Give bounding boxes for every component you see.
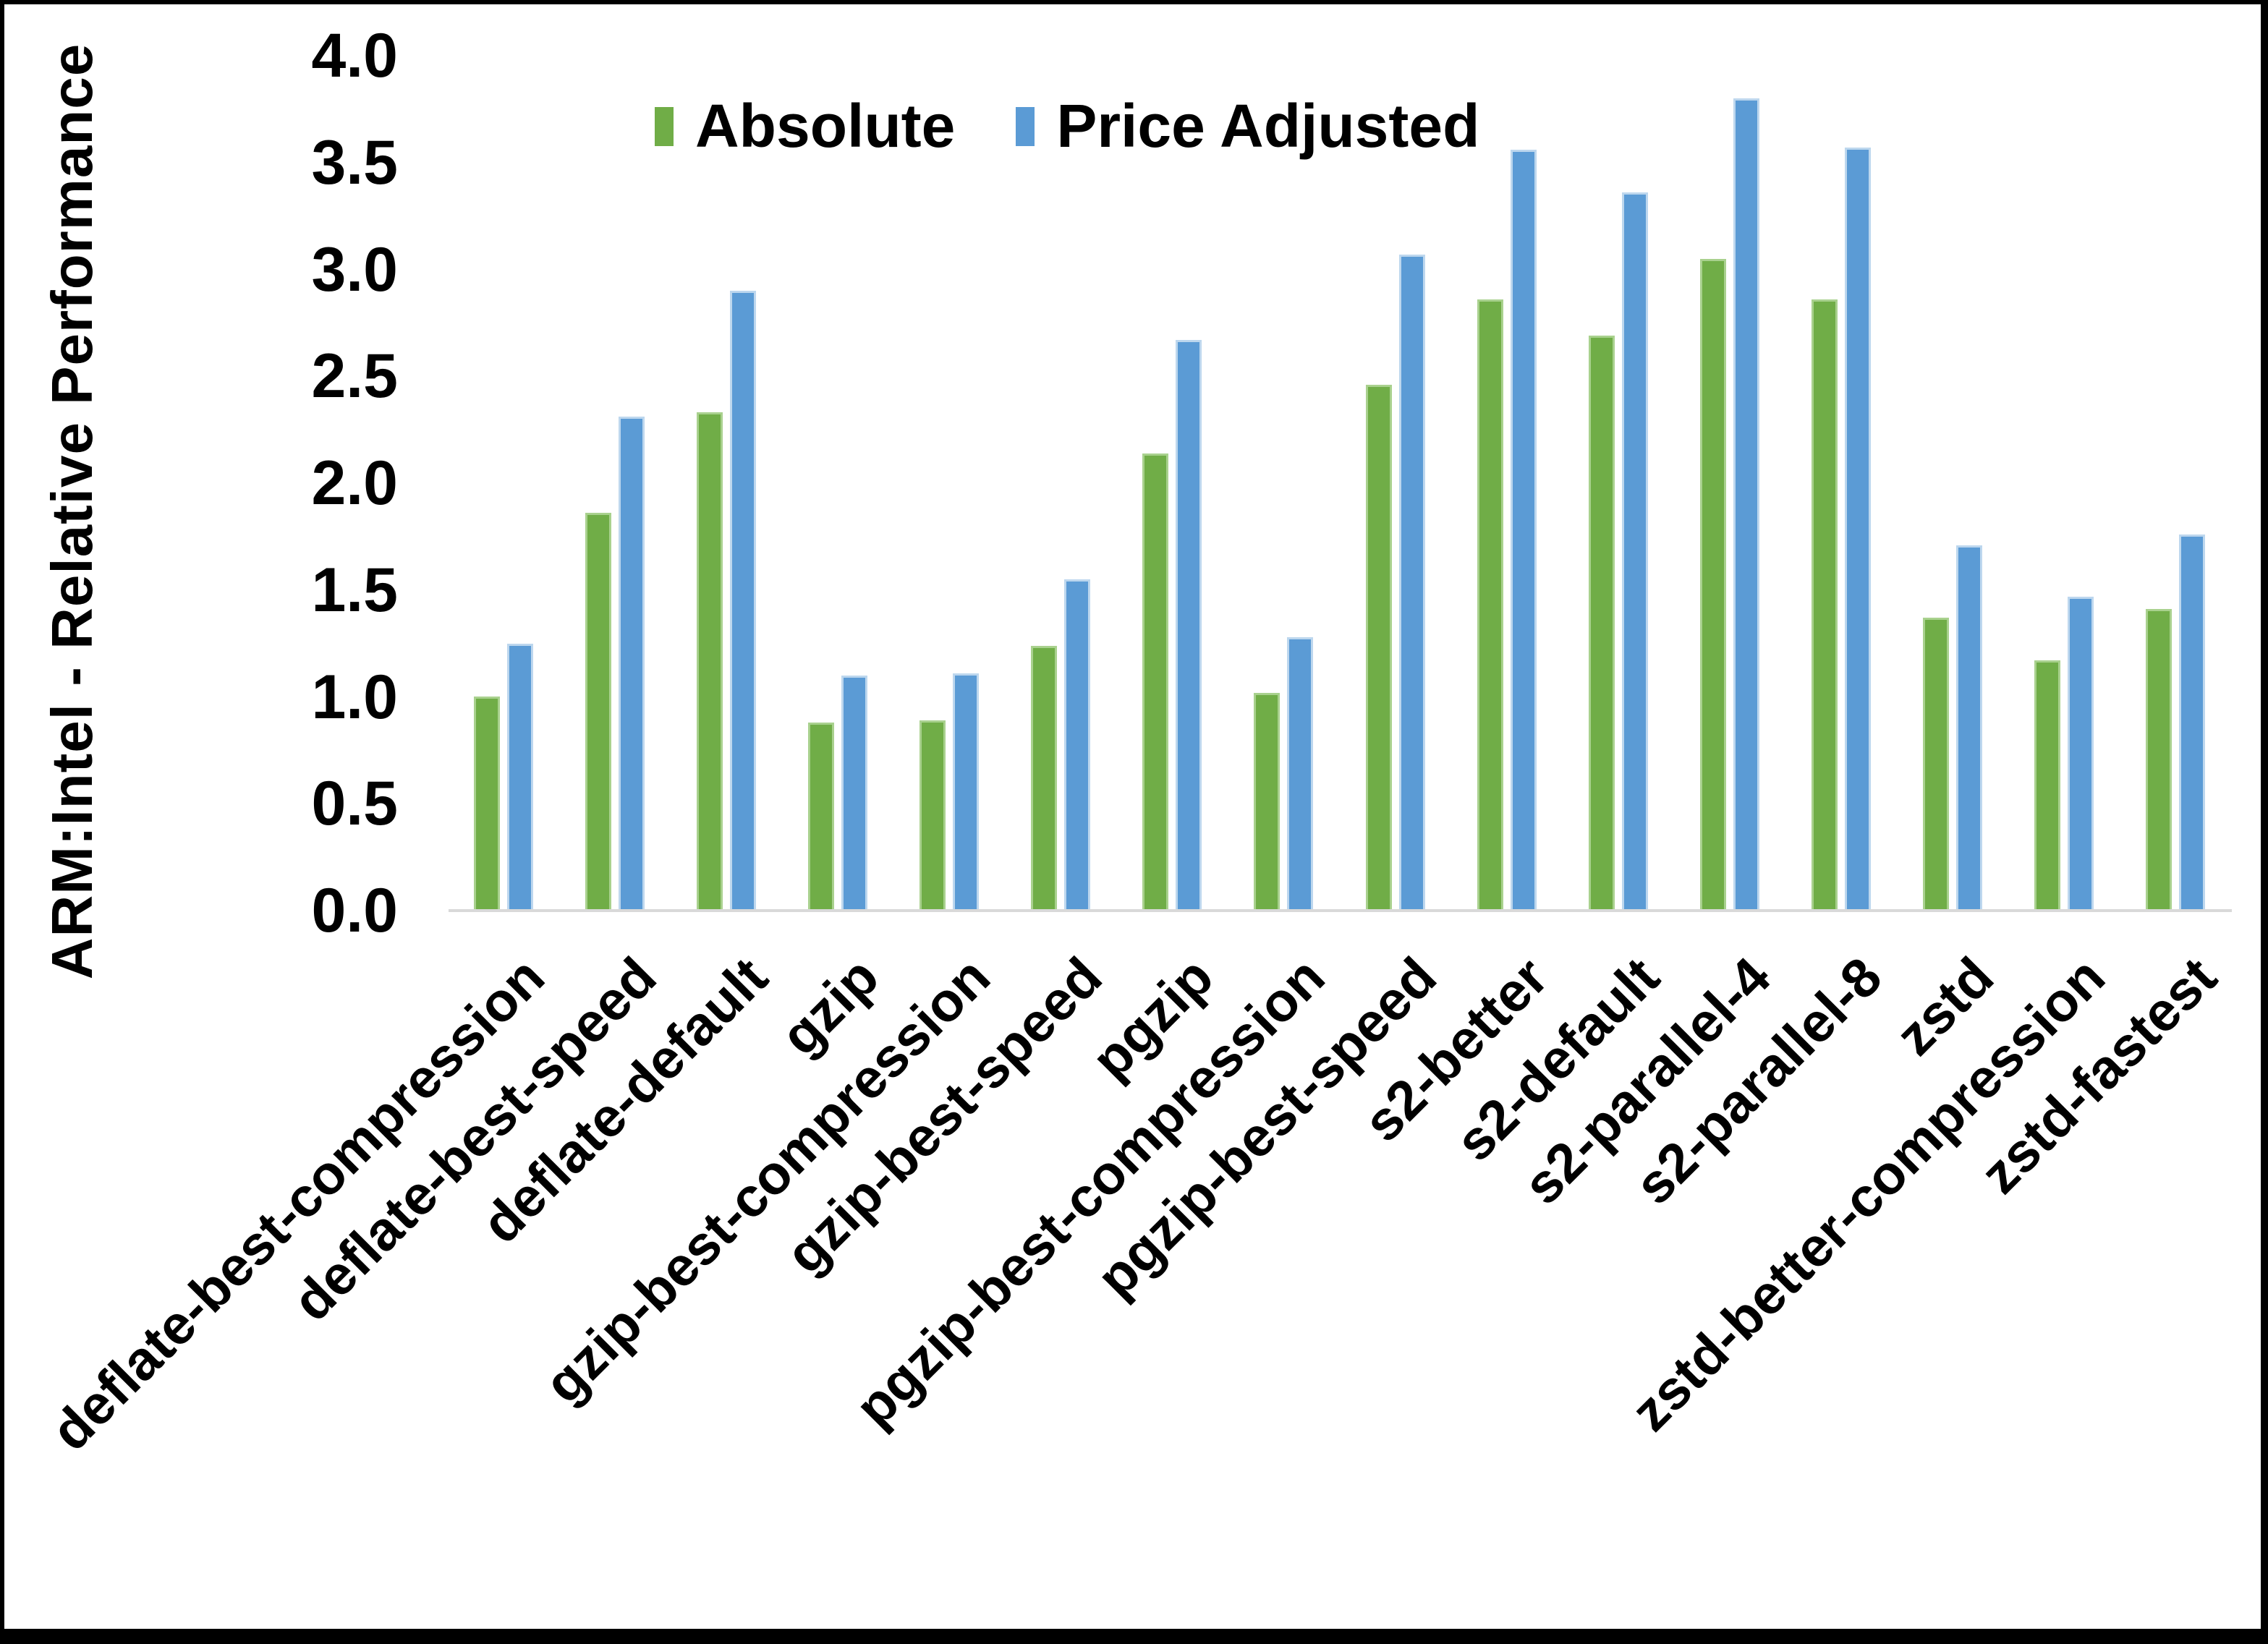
bar-price-adjusted-s2-parallel-4 — [1733, 98, 1759, 911]
legend-item-absolute: Absolute — [655, 91, 955, 161]
bar-absolute-gzip — [808, 723, 834, 911]
y-tick-label: 1.0 — [311, 662, 398, 732]
y-tick-label: 1.5 — [311, 555, 398, 625]
bar-price-adjusted-gzip-best-compression — [953, 673, 979, 911]
bar-absolute-gzip-best-compression — [919, 720, 946, 911]
bar-price-adjusted-pgzip-best-compression — [1287, 637, 1313, 911]
bar-absolute-s2-parallel-4 — [1700, 259, 1726, 911]
legend: Absolute Price Adjusted — [655, 91, 1479, 161]
bar-absolute-pgzip-best-speed — [1366, 385, 1392, 911]
bar-absolute-gzip-best-speed — [1031, 646, 1057, 911]
bar-price-adjusted-pgzip-best-speed — [1399, 255, 1425, 911]
frame-border-right — [2261, 0, 2268, 1644]
bar-price-adjusted-gzip-best-speed — [1064, 579, 1090, 911]
frame-border-top — [0, 0, 2268, 4]
bar-absolute-s2-better — [1477, 299, 1503, 911]
bar-price-adjusted-s2-default — [1622, 192, 1648, 911]
bar-price-adjusted-gzip — [841, 676, 867, 911]
y-tick-label: 3.0 — [311, 234, 398, 304]
y-tick-label: 4.0 — [311, 21, 398, 90]
bar-absolute-pgzip-best-compression — [1254, 693, 1280, 911]
y-tick-label: 0.5 — [311, 769, 398, 839]
frame-border-left — [0, 0, 4, 1644]
legend-swatch-absolute — [655, 106, 674, 146]
bar-absolute-deflate-default — [697, 412, 723, 911]
legend-label-price-adjusted: Price Adjusted — [1056, 92, 1480, 160]
frame-border-bottom — [0, 1629, 2268, 1644]
bar-absolute-zstd-fastest — [2146, 609, 2172, 911]
bar-price-adjusted-deflate-default — [730, 291, 756, 911]
bar-absolute-deflate-best-compression — [474, 697, 500, 911]
bar-absolute-s2-parallel-8 — [1812, 299, 1838, 911]
bar-absolute-deflate-best-speed — [585, 513, 611, 911]
bar-price-adjusted-s2-parallel-8 — [1845, 148, 1871, 911]
bar-price-adjusted-zstd-fastest — [2179, 534, 2205, 911]
y-tick-label: 3.5 — [311, 127, 398, 197]
bar-price-adjusted-deflate-best-compression — [507, 644, 533, 911]
y-axis-title: ARM:Intel - Relative Performance — [40, 43, 104, 980]
y-tick-label: 2.0 — [311, 448, 398, 518]
bar-price-adjusted-zstd-better-compression — [2068, 597, 2094, 911]
legend-item-price-adjusted: Price Adjusted — [1016, 91, 1479, 161]
legend-swatch-price-adjusted — [1016, 106, 1035, 146]
bar-absolute-pgzip — [1142, 453, 1168, 911]
x-axis-line — [449, 909, 2232, 912]
legend-label-absolute: Absolute — [695, 92, 956, 160]
bar-price-adjusted-pgzip — [1176, 340, 1202, 911]
bar-price-adjusted-deflate-best-speed — [619, 417, 645, 911]
bar-price-adjusted-zstd — [1956, 545, 1982, 911]
bar-absolute-zstd-better-compression — [2034, 660, 2060, 911]
bar-absolute-s2-default — [1589, 336, 1615, 911]
bar-price-adjusted-s2-better — [1511, 150, 1537, 911]
bar-absolute-zstd — [1923, 618, 1949, 911]
y-tick-label: 0.0 — [311, 876, 398, 945]
y-tick-label: 2.5 — [311, 341, 398, 412]
